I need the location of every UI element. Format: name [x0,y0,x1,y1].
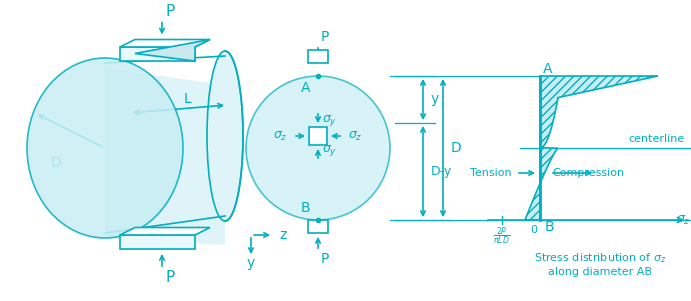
Text: along diameter AB: along diameter AB [548,267,652,277]
Text: P: P [165,269,175,284]
Ellipse shape [27,58,183,238]
Text: 0: 0 [530,225,537,235]
Text: $\sigma_y$: $\sigma_y$ [322,144,337,159]
Polygon shape [120,39,210,47]
Text: y: y [431,92,439,106]
Text: B: B [545,220,555,234]
Text: P: P [165,4,175,19]
Ellipse shape [207,51,243,221]
Text: B: B [301,201,310,215]
Text: $\sigma_z$: $\sigma_z$ [676,213,691,227]
Bar [308,220,328,233]
Text: D: D [50,156,61,170]
Text: $\frac{2P}{\pi LD}$: $\frac{2P}{\pi LD}$ [493,225,511,247]
Polygon shape [120,235,195,249]
Text: D-y: D-y [431,165,452,178]
Circle shape [246,76,390,220]
Polygon shape [105,68,225,245]
Polygon shape [120,228,210,235]
Text: centerline: centerline [629,134,685,144]
Bar [309,127,327,145]
Text: P: P [321,252,329,266]
Text: Compression: Compression [552,168,624,178]
Text: A: A [301,81,310,95]
Polygon shape [135,39,210,61]
Text: A: A [543,62,553,76]
Polygon shape [120,47,195,61]
Bar [308,50,328,63]
Text: D: D [451,141,462,155]
Text: P: P [321,30,329,44]
Text: $\sigma_z$: $\sigma_z$ [274,129,288,143]
Text: $\sigma_y$: $\sigma_y$ [322,113,337,129]
Text: z: z [279,228,286,242]
Text: Tension: Tension [471,168,512,178]
Text: Stress distribution of $\sigma_z$: Stress distribution of $\sigma_z$ [533,251,666,265]
Polygon shape [525,76,658,220]
Text: 2t: 2t [126,229,138,239]
Text: y: y [247,256,255,270]
Text: L: L [184,92,192,106]
Text: $\sigma_z$: $\sigma_z$ [348,129,363,143]
